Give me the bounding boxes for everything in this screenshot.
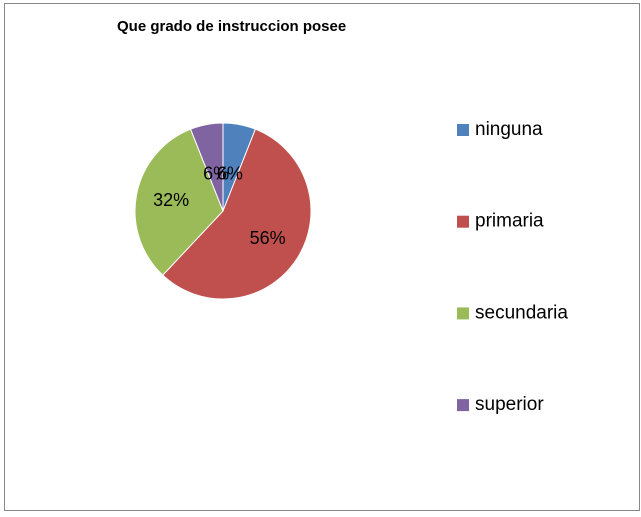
- data-label: 6%: [217, 163, 243, 183]
- chart-frame: [4, 3, 640, 511]
- legend-swatch: [457, 399, 469, 412]
- legend-swatch: [457, 307, 469, 320]
- legend-label: secundaria: [475, 302, 568, 323]
- data-label: 32%: [153, 190, 189, 210]
- legend-label: ninguna: [475, 119, 543, 140]
- data-label: 56%: [250, 228, 286, 248]
- legend-label: superior: [475, 394, 544, 415]
- legend-swatch: [457, 215, 469, 228]
- pie-slice: [189, 122, 224, 212]
- pie-slice: [134, 128, 224, 276]
- legend-label: primaria: [475, 211, 544, 232]
- data-label: 6%: [203, 163, 229, 183]
- pie-slice: [162, 128, 312, 300]
- chart-title: Que grado de instruccion posee: [117, 18, 346, 35]
- legend-swatch: [457, 124, 469, 136]
